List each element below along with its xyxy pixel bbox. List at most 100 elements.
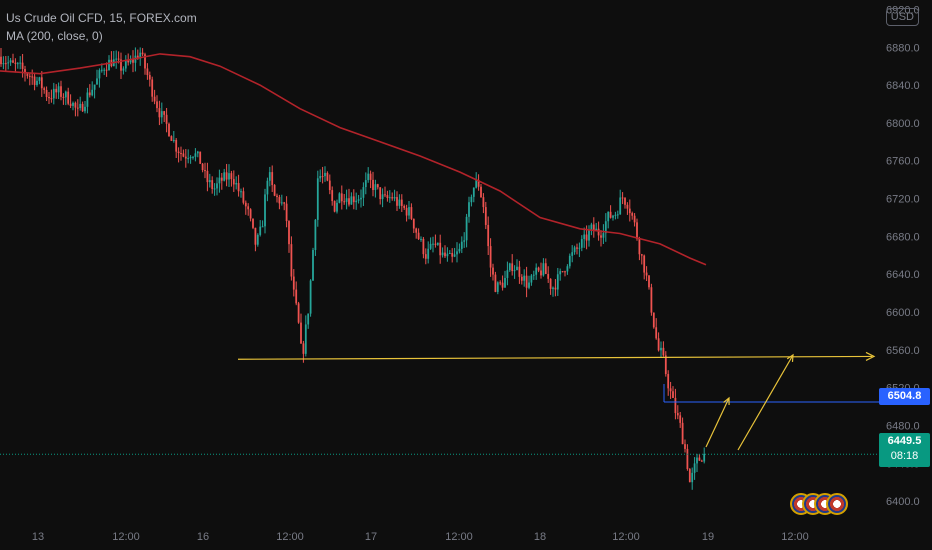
candle-body: [403, 205, 406, 208]
candle-body: [441, 252, 444, 256]
candle-body: [660, 347, 662, 351]
candle-body: [194, 153, 197, 157]
candle-body: [350, 196, 353, 205]
candle-body: [424, 254, 427, 259]
candle-body: [429, 243, 432, 249]
candle-body: [151, 79, 154, 97]
candle-body: [451, 252, 454, 257]
candle-body: [319, 176, 322, 179]
candle-body: [554, 287, 557, 290]
projection-arrow-short: [705, 397, 730, 448]
indicator-label[interactable]: MA (200, close, 0): [6, 29, 103, 43]
candle-body: [357, 199, 360, 201]
candle-body: [280, 202, 283, 204]
candle-body: [326, 172, 329, 181]
candle-body: [261, 226, 264, 228]
candle-body: [244, 202, 247, 207]
time-tick-label: 12:00: [445, 531, 473, 543]
candle-body: [408, 207, 410, 216]
symbol-title[interactable]: Us Crude Oil CFD, 15, FOREX.com: [6, 11, 197, 25]
candle-body: [578, 247, 581, 249]
candle-body: [427, 248, 430, 259]
candle-body: [28, 75, 31, 77]
candle-body: [475, 180, 478, 188]
bar-countdown: 08:18: [890, 450, 919, 462]
candle-body: [621, 197, 624, 199]
candle-body: [321, 176, 324, 178]
candles: [0, 47, 706, 490]
candle-body: [60, 86, 62, 97]
candle-body: [69, 103, 72, 106]
candle-body: [518, 266, 521, 277]
candle-body: [163, 111, 166, 115]
candle-body: [177, 151, 180, 154]
candle-body: [604, 221, 607, 234]
candle-body: [566, 266, 569, 272]
candle-body: [16, 63, 19, 65]
candle-body: [417, 232, 420, 240]
candle-body: [79, 103, 82, 109]
candle-body: [158, 108, 161, 118]
candle-body: [232, 179, 235, 185]
candle-body: [362, 187, 365, 198]
candle-body: [148, 75, 151, 80]
candle-body: [170, 136, 173, 141]
candle-body: [556, 274, 559, 290]
candle-body: [528, 282, 530, 288]
candle-body: [487, 224, 490, 247]
candle-body: [84, 106, 86, 112]
candle-body: [374, 184, 377, 191]
candle-body: [628, 208, 631, 214]
candle-body: [468, 202, 470, 217]
candle-body: [564, 271, 566, 273]
candle-body: [667, 374, 670, 389]
candle-body: [288, 221, 290, 245]
candle-body: [549, 278, 552, 289]
price-tick-label: 6560.0: [886, 345, 920, 357]
currency-badge[interactable]: USD: [885, 8, 919, 26]
economic-event-flag-icon[interactable]: [826, 493, 848, 515]
price-tick-label: 6760.0: [886, 156, 920, 168]
candle-body: [652, 312, 655, 328]
price-tick-label: 6720.0: [886, 194, 920, 206]
candle-body: [136, 55, 139, 59]
candle-body: [619, 197, 622, 215]
candle-body: [64, 91, 67, 98]
candle-body: [12, 60, 14, 63]
candle-body: [91, 89, 94, 96]
candle-body: [470, 196, 473, 203]
candle-body: [396, 197, 398, 206]
candle-body: [316, 178, 319, 220]
candle-body: [204, 170, 206, 172]
candle-body: [535, 267, 538, 275]
candle-body: [360, 197, 362, 200]
candle-body: [242, 191, 245, 203]
candle-body: [31, 76, 34, 78]
candle-body: [400, 199, 403, 206]
candle-body: [235, 183, 238, 185]
last-price-value: 6449.5: [887, 435, 922, 447]
time-axis: 13 12:00 16 12:00 17 12:00 18 12:00 19 12:00: [32, 531, 809, 543]
ray-arrowhead-icon: [865, 351, 876, 361]
candle-body: [576, 247, 578, 249]
candle-body: [247, 206, 250, 210]
candle-body: [367, 173, 370, 181]
ma-line: [0, 53, 707, 266]
candle-body: [57, 86, 60, 93]
candle-body: [7, 62, 10, 64]
candle-body: [285, 203, 288, 222]
candle-body: [192, 156, 194, 158]
candle-body: [153, 96, 156, 102]
candle-body: [480, 186, 482, 198]
candle-body: [626, 204, 629, 209]
candle-body: [674, 397, 677, 414]
candle-body: [127, 60, 130, 63]
candle-body: [544, 263, 547, 274]
candle-body: [655, 327, 658, 339]
price-tick-label: 6920.0: [886, 4, 920, 16]
candle-body: [600, 235, 602, 238]
candle-body: [304, 324, 307, 354]
time-tick-label: 12:00: [781, 531, 809, 543]
candle-body: [516, 266, 518, 271]
